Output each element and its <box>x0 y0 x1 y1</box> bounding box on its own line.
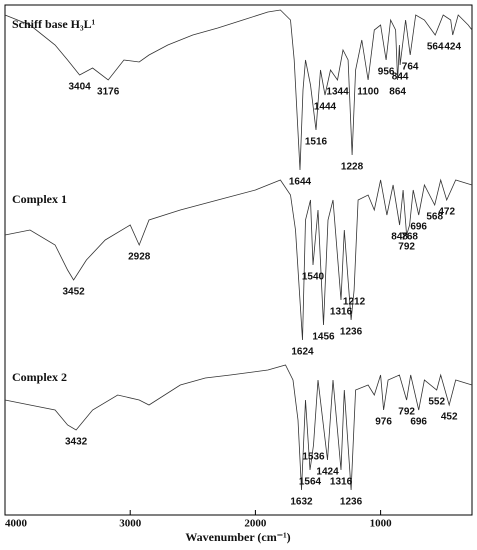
peak-label: 1456 <box>312 332 335 343</box>
peak-label: 792 <box>398 407 415 418</box>
peak-label: 3176 <box>97 87 120 98</box>
spectrum-line <box>4 178 473 341</box>
x-tick-label: 2000 <box>244 518 267 530</box>
peak-label: 3452 <box>62 287 85 298</box>
peak-label: 1316 <box>330 307 353 318</box>
series-name: Complex 2 <box>12 370 67 384</box>
peak-label: 452 <box>441 412 458 423</box>
peak-label: 768 <box>401 232 418 243</box>
x-tick-label: 3000 <box>119 518 142 530</box>
x-axis-label: Wavenumber (cm⁻¹) <box>185 530 290 544</box>
plot-frame <box>4 4 473 516</box>
spectrum-line <box>4 364 473 491</box>
peak-label: 2928 <box>128 252 151 263</box>
peak-label: 1236 <box>340 497 363 508</box>
x-tick-label: 1000 <box>370 518 393 530</box>
peak-label: 472 <box>438 207 455 218</box>
peak-label: 956 <box>378 67 395 78</box>
peak-label: 552 <box>428 397 445 408</box>
peak-label: 1632 <box>290 497 313 508</box>
peak-label: 696 <box>410 417 427 428</box>
series-name: Complex 1 <box>12 192 67 206</box>
peak-label: 1236 <box>340 327 363 338</box>
spectrum-line <box>4 9 473 171</box>
peak-label: 564 <box>427 42 444 53</box>
peak-label: 1424 <box>316 467 339 478</box>
peak-label: 976 <box>375 417 392 428</box>
peak-label: 696 <box>410 222 427 233</box>
peak-label: 1516 <box>305 137 328 148</box>
peak-label: 848 <box>391 232 408 243</box>
peak-label: 1100 <box>357 87 379 98</box>
series-name: Schiff base H₃L¹ <box>12 17 96 31</box>
peak-label: 764 <box>402 62 419 73</box>
peak-label: 1536 <box>302 452 325 463</box>
peak-label: 792 <box>398 242 415 253</box>
peak-label: 1444 <box>314 102 337 113</box>
peak-label: 1564 <box>299 477 322 488</box>
peak-label: 1540 <box>302 272 325 283</box>
peak-label: 1228 <box>341 162 364 173</box>
peak-label: 1644 <box>289 177 312 188</box>
peak-label: 3404 <box>68 82 91 93</box>
peak-label: 3432 <box>65 437 88 448</box>
peak-label: 864 <box>389 87 406 98</box>
x-tick-label: 4000 <box>5 518 28 530</box>
peak-label: 568 <box>426 212 443 223</box>
peak-label: 1316 <box>330 477 353 488</box>
peak-label: 1344 <box>326 87 349 98</box>
peak-label: 1212 <box>343 297 366 308</box>
peak-label: 1624 <box>291 347 314 358</box>
peak-label: 844 <box>392 72 409 83</box>
peak-label: 424 <box>444 42 461 53</box>
